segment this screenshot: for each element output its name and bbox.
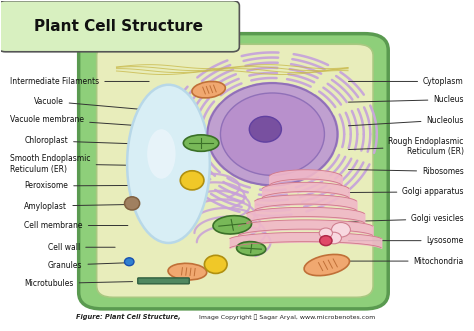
Text: Figure: Plant Cell Structure,: Figure: Plant Cell Structure, [76, 314, 181, 320]
Text: Mitochondria: Mitochondria [348, 257, 464, 265]
FancyBboxPatch shape [97, 44, 373, 297]
Text: Vacuole: Vacuole [34, 97, 140, 109]
Text: Golgi apparatus: Golgi apparatus [348, 187, 464, 196]
Ellipse shape [168, 263, 207, 280]
Text: Cell wall: Cell wall [48, 243, 115, 252]
Text: Granules: Granules [48, 260, 126, 269]
Text: Intermediate Filaments: Intermediate Filaments [10, 77, 149, 86]
Ellipse shape [192, 81, 225, 98]
FancyBboxPatch shape [138, 278, 189, 284]
Ellipse shape [180, 171, 204, 190]
Text: Cell membrane: Cell membrane [24, 221, 128, 230]
Text: Nucleus: Nucleus [348, 95, 464, 104]
Ellipse shape [204, 255, 227, 273]
Ellipse shape [220, 93, 324, 175]
Ellipse shape [125, 258, 134, 266]
Text: Plant Cell Structure: Plant Cell Structure [34, 19, 203, 33]
Text: Cytoplasm: Cytoplasm [348, 77, 464, 86]
FancyBboxPatch shape [79, 34, 388, 309]
Ellipse shape [326, 232, 341, 244]
Ellipse shape [331, 222, 350, 237]
Text: Image Copyright Ⓢ Sagar Aryal, www.microbenotes.com: Image Copyright Ⓢ Sagar Aryal, www.micro… [197, 315, 375, 320]
Ellipse shape [304, 255, 349, 276]
Ellipse shape [127, 85, 210, 243]
Ellipse shape [208, 83, 337, 185]
Text: Peroxisome: Peroxisome [24, 181, 161, 190]
Ellipse shape [213, 216, 252, 234]
Ellipse shape [237, 242, 266, 256]
Text: Nucleolus: Nucleolus [348, 116, 464, 126]
Text: Vacuole membrane: Vacuole membrane [10, 115, 140, 126]
Text: Amyloplast: Amyloplast [24, 202, 133, 211]
Ellipse shape [319, 228, 332, 238]
Text: Microtubules: Microtubules [24, 279, 133, 288]
Ellipse shape [319, 236, 332, 246]
Text: Golgi vesicles: Golgi vesicles [348, 214, 464, 223]
Ellipse shape [249, 117, 282, 142]
Ellipse shape [147, 129, 175, 179]
Text: Smooth Endoplasmic
Reticulum (ER): Smooth Endoplasmic Reticulum (ER) [10, 154, 140, 173]
FancyBboxPatch shape [0, 1, 239, 52]
Text: Rough Endoplasmic
Reticulum (ER): Rough Endoplasmic Reticulum (ER) [348, 137, 464, 156]
Text: Ribosomes: Ribosomes [348, 167, 464, 176]
Ellipse shape [183, 135, 219, 151]
Text: Lysosome: Lysosome [348, 236, 464, 245]
Text: Chloroplast: Chloroplast [24, 136, 140, 145]
Ellipse shape [125, 197, 140, 210]
